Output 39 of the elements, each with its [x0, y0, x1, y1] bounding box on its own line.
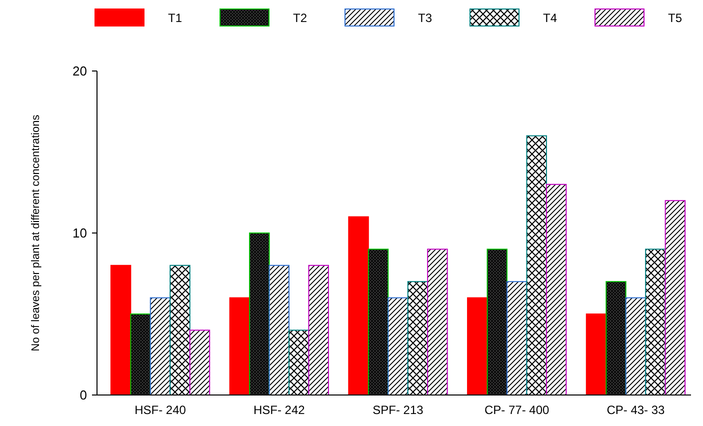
bar [407, 281, 428, 396]
bar [368, 248, 389, 396]
bar [249, 232, 270, 396]
bar [229, 297, 250, 396]
legend-label: T1 [168, 11, 182, 25]
bar [546, 184, 567, 396]
bar [526, 135, 547, 396]
x-tick-label: HSF- 240 [134, 403, 186, 417]
bar [486, 248, 508, 396]
y-axis-title: No of leaves per plant at different concentrations [30, 114, 42, 352]
bar [150, 297, 171, 396]
x-tick-label: SPF- 213 [372, 403, 424, 417]
bar [606, 281, 626, 396]
legend-label: T4 [543, 11, 558, 25]
bar [645, 248, 666, 396]
bar [664, 200, 686, 396]
x-tick-label: HSF- 242 [253, 403, 306, 417]
legend-label: T5 [668, 11, 682, 25]
bar [308, 264, 329, 396]
bar [506, 281, 528, 396]
x-tick-label: CP- 77- 400 [484, 403, 550, 417]
bar [348, 216, 369, 396]
bar [388, 297, 408, 396]
bar [189, 330, 210, 396]
legend-label: T2 [293, 11, 308, 25]
bar [288, 330, 310, 396]
bar [586, 314, 607, 396]
y-tick-label: 0 [80, 388, 87, 403]
bar [110, 264, 132, 396]
bar [268, 264, 290, 396]
bar [625, 297, 646, 396]
legend-label: T3 [418, 11, 432, 25]
bar [467, 297, 488, 396]
x-tick-label: CP- 43- 33 [606, 403, 666, 417]
bar [170, 264, 190, 396]
y-tick-label: 10 [72, 226, 87, 241]
bar [130, 314, 151, 396]
bar [427, 248, 448, 396]
y-tick-label: 20 [72, 64, 87, 79]
